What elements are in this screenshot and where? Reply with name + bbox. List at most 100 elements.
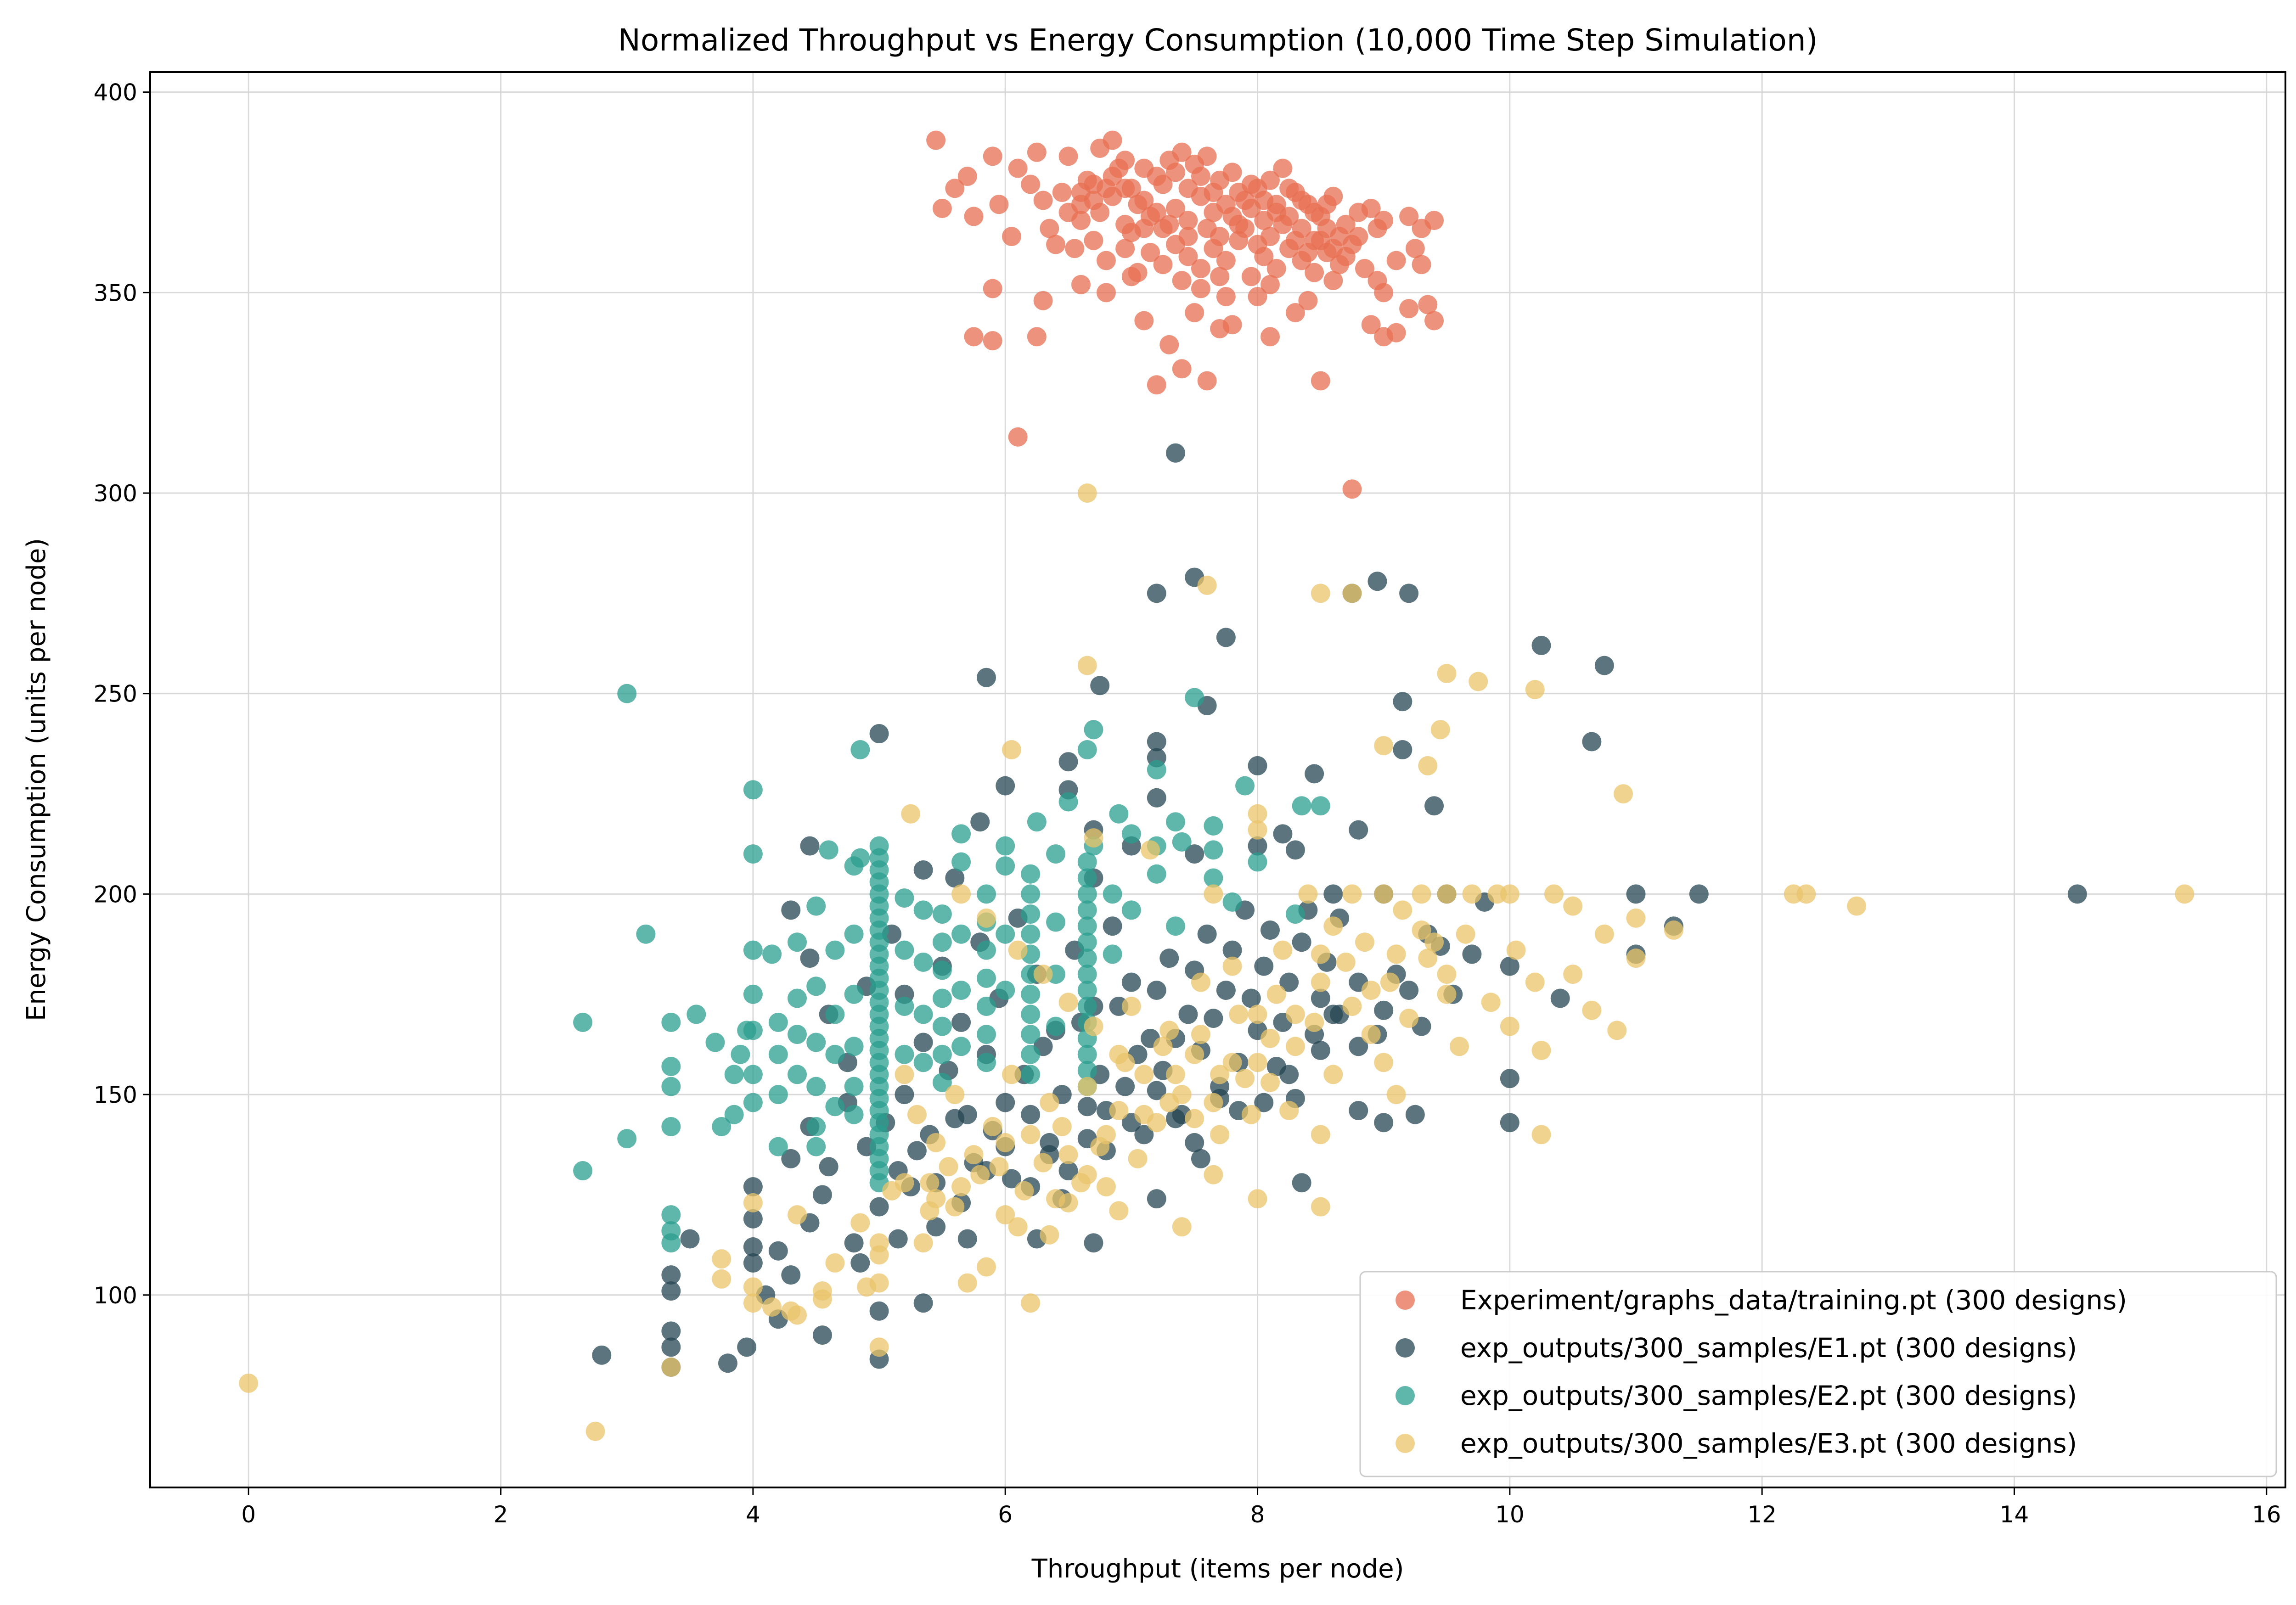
data-point bbox=[1191, 1025, 1210, 1044]
data-point bbox=[1002, 740, 1021, 759]
data-point bbox=[661, 1321, 681, 1341]
data-point bbox=[1235, 219, 1255, 238]
data-point bbox=[1386, 944, 1406, 964]
data-point bbox=[1096, 1177, 1116, 1196]
data-point bbox=[957, 167, 977, 186]
data-point bbox=[1386, 1085, 1406, 1105]
data-point bbox=[1077, 916, 1097, 936]
data-point bbox=[1172, 142, 1192, 162]
data-point bbox=[1285, 230, 1305, 250]
data-point bbox=[1103, 167, 1122, 186]
data-point bbox=[1614, 784, 1633, 804]
data-point bbox=[1121, 267, 1141, 286]
data-point bbox=[1153, 255, 1173, 275]
data-point bbox=[996, 1093, 1015, 1112]
data-point bbox=[1021, 1105, 1041, 1124]
data-point bbox=[1311, 1125, 1330, 1145]
data-point bbox=[1008, 158, 1028, 178]
data-point bbox=[1033, 291, 1053, 310]
data-point bbox=[712, 1269, 732, 1289]
x-tick-label: 16 bbox=[2252, 1501, 2281, 1528]
data-point bbox=[1386, 323, 1406, 342]
data-point bbox=[1317, 195, 1337, 214]
data-point bbox=[983, 146, 1002, 166]
data-point bbox=[1191, 279, 1210, 298]
data-point bbox=[1298, 884, 1318, 904]
data-point bbox=[1399, 299, 1419, 319]
data-point bbox=[1159, 1021, 1179, 1040]
y-tick-label: 350 bbox=[94, 280, 137, 306]
data-point bbox=[661, 1077, 681, 1096]
data-point bbox=[844, 924, 864, 944]
data-point bbox=[1412, 884, 1431, 904]
data-point bbox=[1103, 916, 1122, 936]
chart-title: Normalized Throughput vs Energy Consumpt… bbox=[618, 22, 1818, 58]
data-point bbox=[1222, 163, 1242, 182]
data-point bbox=[1437, 664, 1457, 684]
data-point bbox=[976, 996, 996, 1016]
data-point bbox=[592, 1345, 612, 1365]
data-point bbox=[976, 1257, 996, 1277]
data-point bbox=[1847, 896, 1867, 916]
data-point bbox=[781, 1265, 801, 1285]
data-point bbox=[825, 1253, 845, 1273]
legend-entry-label: exp_outputs/300_samples/E3.pt (300 desig… bbox=[1460, 1428, 2077, 1459]
data-point bbox=[1456, 924, 1475, 944]
data-point bbox=[724, 1105, 744, 1124]
data-point bbox=[1292, 796, 1311, 816]
data-point bbox=[1021, 1065, 1041, 1084]
data-point bbox=[1462, 944, 1482, 964]
data-point bbox=[1298, 291, 1318, 310]
data-point bbox=[1141, 243, 1160, 263]
data-point bbox=[1210, 227, 1230, 247]
data-point bbox=[743, 780, 763, 800]
data-point bbox=[920, 1201, 940, 1221]
data-point bbox=[731, 1044, 750, 1064]
data-point bbox=[1178, 227, 1198, 247]
data-point bbox=[895, 888, 914, 908]
data-point bbox=[1071, 211, 1091, 230]
y-tick-label: 300 bbox=[94, 480, 137, 507]
data-point bbox=[1147, 1081, 1166, 1100]
data-point bbox=[1090, 676, 1110, 696]
data-point bbox=[1134, 311, 1154, 331]
data-point bbox=[1626, 948, 1646, 968]
data-point bbox=[1342, 996, 1362, 1016]
x-tick-label: 12 bbox=[1747, 1501, 1777, 1528]
data-point bbox=[996, 776, 1015, 796]
data-point bbox=[1374, 283, 1394, 303]
data-point bbox=[1058, 792, 1078, 812]
x-tick-label: 0 bbox=[241, 1501, 256, 1528]
data-point bbox=[913, 952, 933, 972]
data-point bbox=[1172, 1217, 1192, 1237]
legend-marker bbox=[1396, 1338, 1415, 1358]
data-point bbox=[1449, 1037, 1469, 1056]
data-point bbox=[850, 1213, 870, 1233]
data-point bbox=[1374, 1113, 1394, 1133]
data-point bbox=[1216, 195, 1236, 214]
data-point bbox=[1311, 1197, 1330, 1217]
data-point bbox=[1380, 972, 1400, 992]
data-point bbox=[1500, 1069, 1519, 1089]
data-point bbox=[1292, 191, 1311, 210]
data-point bbox=[1121, 972, 1141, 992]
data-point bbox=[1153, 174, 1173, 194]
data-point bbox=[1292, 932, 1311, 952]
data-point bbox=[1147, 981, 1166, 1000]
data-point bbox=[1594, 656, 1614, 675]
data-point bbox=[788, 932, 807, 952]
data-point bbox=[1134, 1125, 1154, 1145]
data-point bbox=[1298, 243, 1318, 263]
data-point bbox=[932, 904, 952, 924]
data-point bbox=[1021, 884, 1041, 904]
data-point bbox=[1077, 868, 1097, 888]
data-point bbox=[1021, 904, 1041, 924]
data-point bbox=[1165, 443, 1185, 463]
data-point bbox=[989, 1157, 1009, 1177]
data-point bbox=[1096, 251, 1116, 270]
data-point bbox=[1204, 1009, 1223, 1028]
data-point bbox=[819, 840, 838, 860]
data-point bbox=[1071, 1173, 1091, 1193]
data-point bbox=[1040, 1225, 1059, 1245]
data-point bbox=[895, 1044, 914, 1064]
